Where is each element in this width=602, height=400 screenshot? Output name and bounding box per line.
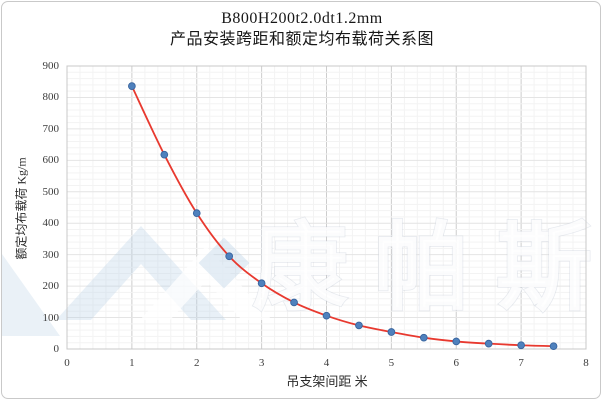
x-tick-label: 1	[129, 357, 135, 369]
x-tick-label: 3	[258, 357, 265, 369]
x-tick-label: 6	[453, 357, 460, 369]
data-point	[452, 337, 461, 346]
x-tick-label: 4	[323, 357, 330, 369]
y-tick-label: 600	[42, 154, 60, 167]
y-axis-title: 额定均布载荷 Kg/m	[14, 157, 29, 260]
y-tick-label: 0	[53, 343, 60, 355]
chart-title-line1: B800H200t2.0dt1.2mm	[221, 10, 383, 27]
y-tick-label: 800	[42, 91, 60, 104]
y-tick-label: 700	[42, 122, 60, 135]
data-point	[192, 209, 201, 218]
x-tick-label: 7	[518, 357, 524, 369]
data-point	[549, 342, 558, 351]
y-tick-label: 400	[42, 217, 60, 230]
data-point	[290, 298, 298, 307]
data-point	[322, 311, 331, 320]
data-point	[517, 341, 525, 350]
y-tick-label: 500	[42, 185, 60, 198]
data-point	[387, 328, 396, 336]
watermark-logo-shape	[2, 254, 60, 336]
x-tick-label: 2	[194, 357, 200, 369]
x-axis-title: 吊支架间距 米	[286, 374, 368, 389]
x-tick-label: 0	[64, 357, 70, 369]
data-point	[355, 321, 363, 330]
watermark-text: 康帕斯	[252, 215, 601, 322]
data-point	[160, 150, 169, 159]
series-markers	[128, 82, 558, 351]
x-tick-label: 8	[583, 357, 589, 369]
x-tick-label: 5	[388, 357, 395, 369]
data-point	[257, 279, 266, 288]
plot-border	[66, 65, 587, 350]
chart-title: B800H200t2.0dt1.2mm 产品安装跨距和额定均布载荷关系图	[2, 8, 600, 50]
y-tick-label: 100	[42, 311, 60, 324]
data-point	[484, 339, 493, 348]
data-point	[419, 333, 428, 342]
y-tick-label: 200	[42, 280, 60, 293]
watermark-logo-shape	[140, 246, 272, 320]
y-tick-label: 900	[42, 60, 60, 72]
chart-title-line2: 产品安装跨距和额定均布载荷关系图	[169, 31, 434, 48]
data-point	[225, 252, 234, 261]
y-tick-label: 300	[42, 248, 60, 261]
data-point	[128, 82, 136, 90]
